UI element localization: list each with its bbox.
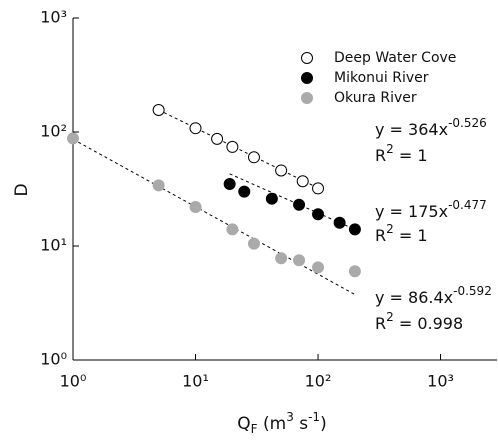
eq-coef: 86.4 — [408, 288, 444, 307]
y-axis-label: D — [12, 183, 32, 196]
eq-exp: -0.477 — [448, 198, 487, 212]
data-point — [333, 216, 346, 229]
data-point — [152, 103, 165, 116]
data-point — [296, 175, 309, 188]
r2-sup: 2 — [386, 142, 394, 156]
legend-marker — [301, 72, 313, 84]
data-point — [238, 185, 251, 198]
fit-equation: y = 175x-0.477 — [375, 198, 487, 221]
eq-var: x — [439, 120, 448, 139]
fit-equation: y = 86.4x-0.592 — [375, 284, 492, 307]
data-point — [211, 132, 224, 145]
eq-prefix: y = — [375, 120, 408, 139]
r2-prefix: R — [375, 146, 386, 165]
data-point — [312, 208, 325, 221]
fit-equation: y = 364x-0.526 — [375, 116, 487, 139]
fit-r2: R2 = 0.998 — [375, 310, 463, 333]
y-tick-label: 10³ — [40, 8, 67, 27]
eq-var: x — [439, 202, 448, 221]
eq-var: x — [444, 288, 453, 307]
x-axis-label-part: -1 — [308, 410, 320, 424]
data-point — [312, 261, 325, 274]
y-tick-label: 10⁰ — [40, 350, 67, 369]
eq-exp: -0.526 — [448, 116, 487, 130]
eq-exp: -0.592 — [453, 284, 492, 298]
data-point — [275, 252, 288, 265]
x-tick-label: 10³ — [427, 372, 454, 391]
data-point — [275, 164, 288, 177]
x-axis-label-part: s — [294, 414, 308, 434]
data-point — [265, 192, 278, 205]
x-axis-label-part: F — [251, 422, 258, 436]
legend-marker — [301, 52, 313, 64]
legend-label: Deep Water Cove — [334, 50, 456, 66]
data-point — [348, 265, 361, 278]
eq-prefix: y = — [375, 202, 408, 221]
data-point — [293, 198, 306, 211]
eq-coef: 175 — [408, 202, 439, 221]
data-point — [67, 132, 79, 145]
data-point — [348, 223, 361, 236]
r2-sup: 2 — [386, 222, 394, 236]
data-point — [247, 237, 260, 250]
x-axis-label-part: 3 — [286, 410, 294, 424]
data-point — [189, 200, 202, 213]
x-axis-label-part: ) — [320, 414, 327, 434]
r2-value: 0.998 — [417, 314, 463, 333]
y-tick-label: 10¹ — [40, 236, 67, 255]
legend-label: Mikonui River — [334, 70, 429, 86]
y-tick-label: 10² — [40, 122, 67, 141]
fit-line — [158, 109, 319, 189]
x-axis-label: QF (m3 s-1) — [237, 410, 326, 436]
r2-prefix: R — [375, 226, 386, 245]
r2-suffix: = — [394, 314, 418, 333]
x-axis-label-part: Q — [237, 414, 250, 434]
r2-value: 1 — [417, 146, 427, 165]
data-point — [312, 182, 325, 195]
legend-marker — [301, 92, 313, 104]
x-tick-label: 10¹ — [182, 372, 209, 391]
x-tick-label: 10⁰ — [60, 372, 87, 391]
x-tick-label: 10² — [305, 372, 332, 391]
legend-label: Okura River — [334, 90, 417, 106]
r2-suffix: = — [394, 146, 418, 165]
data-point — [226, 140, 239, 153]
eq-coef: 364 — [408, 120, 439, 139]
r2-sup: 2 — [386, 310, 394, 324]
eq-prefix: y = — [375, 288, 408, 307]
data-point — [293, 254, 306, 267]
x-axis-label-part: (m — [258, 414, 287, 434]
fit-r2: R2 = 1 — [375, 222, 428, 245]
data-point — [247, 151, 260, 164]
r2-prefix: R — [375, 314, 386, 333]
data-point — [226, 223, 239, 236]
fit-line — [229, 173, 356, 230]
data-point — [223, 177, 236, 190]
data-point — [189, 122, 202, 135]
fit-line — [72, 138, 356, 295]
r2-suffix: = — [394, 226, 418, 245]
data-point — [152, 179, 165, 192]
fit-r2: R2 = 1 — [375, 142, 428, 165]
r2-value: 1 — [417, 226, 427, 245]
